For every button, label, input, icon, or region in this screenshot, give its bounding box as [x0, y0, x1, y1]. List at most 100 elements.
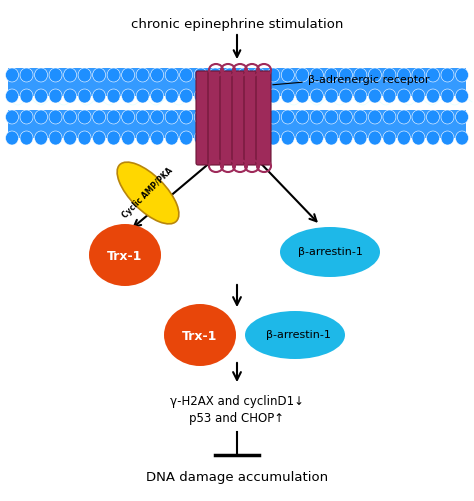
FancyBboxPatch shape — [256, 71, 271, 165]
Ellipse shape — [209, 131, 222, 145]
Ellipse shape — [49, 131, 62, 145]
FancyBboxPatch shape — [208, 71, 223, 165]
Ellipse shape — [267, 68, 280, 82]
Ellipse shape — [122, 89, 135, 103]
Ellipse shape — [310, 110, 323, 124]
Ellipse shape — [209, 89, 222, 103]
Ellipse shape — [107, 110, 120, 124]
Ellipse shape — [325, 131, 338, 145]
FancyBboxPatch shape — [244, 71, 259, 165]
Ellipse shape — [122, 68, 135, 82]
Ellipse shape — [238, 68, 251, 82]
Ellipse shape — [238, 131, 251, 145]
Ellipse shape — [339, 89, 352, 103]
Ellipse shape — [245, 311, 345, 359]
Ellipse shape — [441, 89, 454, 103]
Text: chronic epinephrine stimulation: chronic epinephrine stimulation — [131, 18, 343, 31]
Ellipse shape — [441, 110, 454, 124]
Ellipse shape — [78, 68, 91, 82]
Ellipse shape — [35, 68, 47, 82]
Ellipse shape — [412, 68, 425, 82]
Ellipse shape — [64, 131, 77, 145]
Ellipse shape — [20, 68, 33, 82]
Ellipse shape — [310, 131, 323, 145]
Ellipse shape — [107, 131, 120, 145]
FancyBboxPatch shape — [196, 71, 211, 165]
Ellipse shape — [368, 131, 382, 145]
Ellipse shape — [252, 110, 265, 124]
Ellipse shape — [92, 68, 106, 82]
Ellipse shape — [107, 89, 120, 103]
Ellipse shape — [165, 110, 178, 124]
Ellipse shape — [427, 89, 439, 103]
Ellipse shape — [136, 110, 149, 124]
Ellipse shape — [89, 224, 161, 286]
Text: p53 and CHOP↑: p53 and CHOP↑ — [190, 412, 284, 425]
Ellipse shape — [354, 68, 367, 82]
Ellipse shape — [209, 68, 222, 82]
Ellipse shape — [20, 110, 33, 124]
Ellipse shape — [427, 131, 439, 145]
Ellipse shape — [456, 131, 468, 145]
Ellipse shape — [64, 68, 77, 82]
FancyBboxPatch shape — [8, 110, 466, 138]
Text: β-adrenergic receptor: β-adrenergic receptor — [308, 75, 429, 85]
Ellipse shape — [296, 131, 309, 145]
Ellipse shape — [6, 131, 18, 145]
Ellipse shape — [151, 131, 164, 145]
Text: β-arrestin-1: β-arrestin-1 — [265, 330, 330, 340]
Ellipse shape — [281, 110, 294, 124]
Ellipse shape — [354, 131, 367, 145]
Ellipse shape — [280, 227, 380, 277]
Ellipse shape — [151, 89, 164, 103]
Ellipse shape — [441, 131, 454, 145]
Ellipse shape — [49, 89, 62, 103]
Ellipse shape — [122, 131, 135, 145]
Ellipse shape — [180, 89, 193, 103]
Ellipse shape — [78, 110, 91, 124]
Ellipse shape — [92, 131, 106, 145]
Ellipse shape — [252, 89, 265, 103]
Ellipse shape — [165, 89, 178, 103]
Ellipse shape — [107, 68, 120, 82]
Text: Cyclic AMP/PKA: Cyclic AMP/PKA — [121, 166, 175, 220]
Ellipse shape — [238, 89, 251, 103]
Ellipse shape — [296, 110, 309, 124]
Ellipse shape — [35, 89, 47, 103]
Text: β-arrestin-1: β-arrestin-1 — [298, 247, 363, 257]
Text: γ-H2AX and cyclinD1↓: γ-H2AX and cyclinD1↓ — [170, 395, 304, 408]
Ellipse shape — [136, 89, 149, 103]
Ellipse shape — [223, 89, 236, 103]
Ellipse shape — [267, 110, 280, 124]
Text: Trx-1: Trx-1 — [182, 330, 218, 343]
Ellipse shape — [92, 110, 106, 124]
Ellipse shape — [78, 131, 91, 145]
Ellipse shape — [35, 110, 47, 124]
Ellipse shape — [310, 68, 323, 82]
Ellipse shape — [165, 131, 178, 145]
Ellipse shape — [117, 162, 179, 224]
Ellipse shape — [64, 110, 77, 124]
Ellipse shape — [252, 68, 265, 82]
Ellipse shape — [151, 110, 164, 124]
Ellipse shape — [296, 89, 309, 103]
Ellipse shape — [354, 89, 367, 103]
Ellipse shape — [427, 110, 439, 124]
Ellipse shape — [281, 89, 294, 103]
Ellipse shape — [397, 131, 410, 145]
Ellipse shape — [180, 131, 193, 145]
Ellipse shape — [281, 131, 294, 145]
Ellipse shape — [325, 110, 338, 124]
Ellipse shape — [20, 89, 33, 103]
Ellipse shape — [383, 131, 396, 145]
Ellipse shape — [368, 110, 382, 124]
Ellipse shape — [6, 89, 18, 103]
Ellipse shape — [267, 89, 280, 103]
Ellipse shape — [383, 89, 396, 103]
Ellipse shape — [456, 89, 468, 103]
Ellipse shape — [412, 89, 425, 103]
Ellipse shape — [136, 68, 149, 82]
FancyBboxPatch shape — [232, 71, 247, 165]
Ellipse shape — [456, 110, 468, 124]
Ellipse shape — [78, 89, 91, 103]
